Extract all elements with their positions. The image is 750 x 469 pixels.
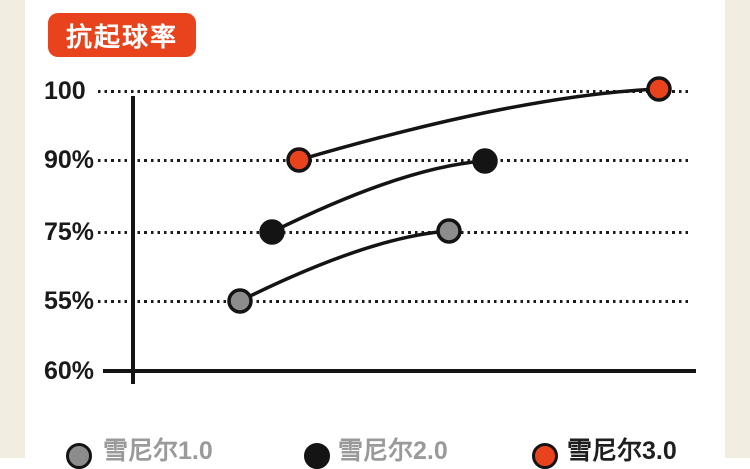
legend-dot-chenille-2 <box>304 443 330 469</box>
legend-dot-chenille-1 <box>66 443 92 469</box>
data-point-3-2 <box>646 76 672 102</box>
gridline-75 <box>98 231 692 234</box>
y-tick-label-75: 75% <box>44 218 95 246</box>
series-curve-2 <box>271 159 486 234</box>
y-tick-label-60: 60% <box>44 357 95 385</box>
y-tick-label-100: 100 <box>44 77 86 105</box>
y-axis-line <box>131 96 135 384</box>
right-margin-strip <box>725 0 750 458</box>
legend-label-chenille-1: 雪尼尔1.0 <box>103 437 213 465</box>
y-tick-label-90: 90% <box>44 146 95 174</box>
left-margin-strip <box>0 0 25 458</box>
legend-dot-chenille-3 <box>532 443 558 469</box>
series-curve-3 <box>298 87 660 162</box>
legend-label-chenille-3: 雪尼尔3.0 <box>567 437 677 465</box>
legend-label-chenille-2: 雪尼尔2.0 <box>338 437 448 465</box>
series-curve-1 <box>239 229 450 303</box>
chart-title-badge: 抗起球率 <box>48 13 197 57</box>
gridline-55 <box>98 300 692 303</box>
chart-plot <box>227 76 672 314</box>
gridline-90 <box>98 159 692 162</box>
x-axis-line <box>103 369 696 373</box>
y-tick-label-55: 55% <box>44 287 95 315</box>
gridline-100 <box>98 90 692 93</box>
